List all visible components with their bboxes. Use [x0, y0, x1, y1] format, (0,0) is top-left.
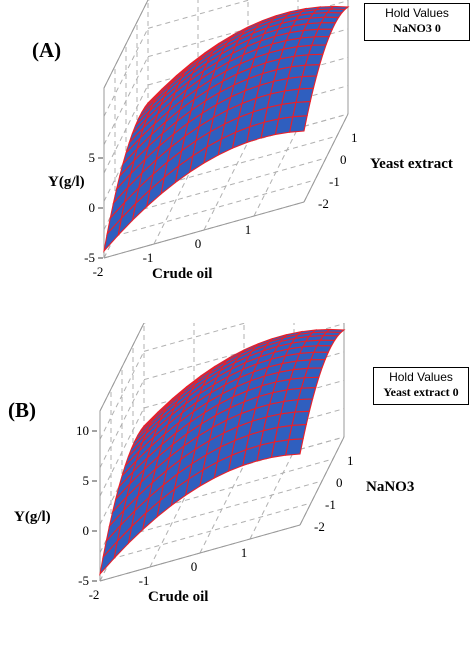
surface-plot-a: (A) Hold Values NaNO3 0 -5 0 5 -2 -1 0 1 -2 -1 0 1…	[0, 0, 474, 323]
x-tick-label: 0	[191, 559, 198, 574]
panel-label: (A)	[32, 38, 62, 62]
surface-patch	[310, 351, 330, 361]
y-tick-label: -2	[318, 196, 329, 211]
back-wall-grid-line	[143, 323, 248, 352]
y-tick-label: 0	[336, 475, 343, 490]
surface-patch	[314, 28, 334, 38]
y-tick-label: -2	[314, 519, 325, 534]
surface-patch	[307, 44, 327, 56]
surface-patch	[285, 438, 304, 456]
x-tick-label: -1	[139, 573, 150, 588]
left-wall-grid-line	[103, 28, 149, 117]
surface-plot-b: (B) Hold Values Yeast extract 0 -5 0 5 10 -2…	[0, 323, 474, 646]
box-edge	[103, 201, 305, 259]
left-wall-grid-line	[99, 379, 145, 468]
box-edge	[299, 436, 345, 526]
y-tick-label: 1	[347, 453, 354, 468]
surface-patch	[292, 100, 311, 118]
hold-values-value: NaNO3 0	[393, 21, 441, 35]
x-tick-label: 0	[195, 236, 202, 251]
y-axis-label: Yeast extract	[370, 156, 453, 172]
surface-patch	[297, 387, 317, 401]
left-wall-grid-line	[103, 56, 149, 145]
box-edge	[103, 0, 149, 89]
surface-patch	[310, 36, 330, 46]
back-wall-grid-line	[147, 0, 252, 29]
surface-mesh	[99, 328, 346, 576]
x-axis-label: Crude oil	[152, 266, 212, 282]
z-tick-label: 10	[76, 423, 89, 438]
surface-patch	[316, 339, 336, 347]
hold-values-value: Yeast extract 0	[383, 385, 459, 399]
z-tick-label: 5	[83, 473, 90, 488]
floor-grid-line	[132, 458, 334, 516]
x-tick-label: -2	[93, 264, 104, 279]
box-edge	[303, 113, 349, 203]
box-edge	[99, 524, 301, 582]
y-axis-label: NaNO3	[366, 479, 414, 495]
z-tick-label: -5	[84, 250, 95, 265]
surface-patch	[291, 410, 311, 427]
surface-patch	[288, 423, 307, 441]
z-tick-label: 0	[89, 200, 96, 215]
floor-grid-line	[121, 480, 323, 538]
box-edge	[99, 323, 145, 412]
y-tick-label: -1	[325, 497, 336, 512]
surface-patch	[313, 345, 333, 353]
hold-values-box: Hold Values NaNO3 0	[364, 3, 470, 41]
y-tick-label: 1	[351, 130, 358, 145]
surface-patch	[300, 376, 320, 389]
surface-patch	[317, 22, 337, 30]
floor-grid-line	[114, 179, 316, 237]
x-tick-label: 1	[245, 222, 252, 237]
surface-mesh	[103, 5, 350, 253]
surface-patch	[304, 53, 324, 66]
z-axis-label: Y(g/l)	[48, 174, 85, 190]
surface-patch	[303, 367, 323, 379]
tick-labels: -505-2-101-2-101	[84, 130, 357, 279]
x-tick-label: 1	[241, 545, 248, 560]
surface-patch	[289, 115, 308, 133]
y-tick-label: 0	[340, 152, 347, 167]
x-tick-label: -1	[143, 250, 154, 265]
hold-values-title: Hold Values	[389, 370, 453, 384]
x-tick-label: -2	[89, 587, 100, 602]
surface-patch	[298, 75, 318, 90]
floor-grid-line	[125, 157, 327, 215]
floor-grid-line	[136, 135, 338, 193]
hold-values-box: Hold Values Yeast extract 0	[373, 367, 469, 405]
z-axis-label: Y(g/l)	[14, 509, 51, 525]
surface-patch	[295, 87, 315, 104]
left-wall-grid-line	[99, 351, 145, 440]
z-tick-label: -5	[78, 573, 89, 588]
x-axis-label: Crude oil	[148, 589, 208, 605]
surface-patch	[294, 398, 314, 413]
y-tick-label: -1	[329, 174, 340, 189]
hold-values-title: Hold Values	[385, 6, 449, 20]
z-tick-label: 0	[83, 523, 90, 538]
z-tick-label: 5	[89, 150, 96, 165]
left-wall-grid-line	[103, 84, 149, 174]
surface-patch	[306, 359, 326, 369]
left-wall-grid-line	[99, 407, 145, 497]
surface-patch	[301, 64, 321, 78]
panel-label: (B)	[8, 398, 36, 422]
floor-grid-line	[110, 502, 312, 560]
surface-patch	[320, 16, 340, 24]
